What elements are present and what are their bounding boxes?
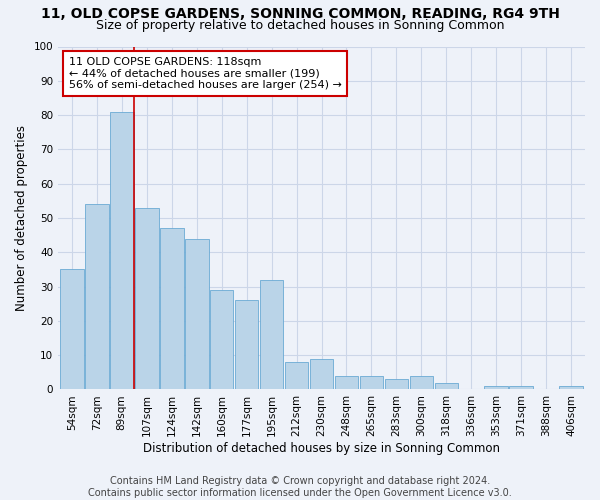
Bar (210, 290, 233, 390)
Bar (335, 376, 358, 390)
Bar (235, 300, 259, 390)
Bar (284, 362, 308, 390)
Bar (260, 280, 283, 390)
Bar (559, 386, 583, 390)
X-axis label: Distribution of detached houses by size in Sonning Common: Distribution of detached houses by size … (143, 442, 500, 455)
Y-axis label: Number of detached properties: Number of detached properties (15, 125, 28, 311)
Bar (310, 358, 334, 390)
Bar (434, 382, 458, 390)
Text: Contains HM Land Registry data © Crown copyright and database right 2024.
Contai: Contains HM Land Registry data © Crown c… (88, 476, 512, 498)
Bar (60, 270, 83, 390)
Bar (135, 208, 158, 390)
Bar (509, 386, 533, 390)
Bar (110, 112, 134, 390)
Bar (160, 228, 184, 390)
Text: 11, OLD COPSE GARDENS, SONNING COMMON, READING, RG4 9TH: 11, OLD COPSE GARDENS, SONNING COMMON, R… (41, 8, 559, 22)
Bar (385, 379, 409, 390)
Bar (410, 376, 433, 390)
Bar (185, 238, 209, 390)
Bar (484, 386, 508, 390)
Bar (85, 204, 109, 390)
Bar (359, 376, 383, 390)
Text: 11 OLD COPSE GARDENS: 118sqm
← 44% of detached houses are smaller (199)
56% of s: 11 OLD COPSE GARDENS: 118sqm ← 44% of de… (68, 57, 341, 90)
Text: Size of property relative to detached houses in Sonning Common: Size of property relative to detached ho… (96, 18, 504, 32)
